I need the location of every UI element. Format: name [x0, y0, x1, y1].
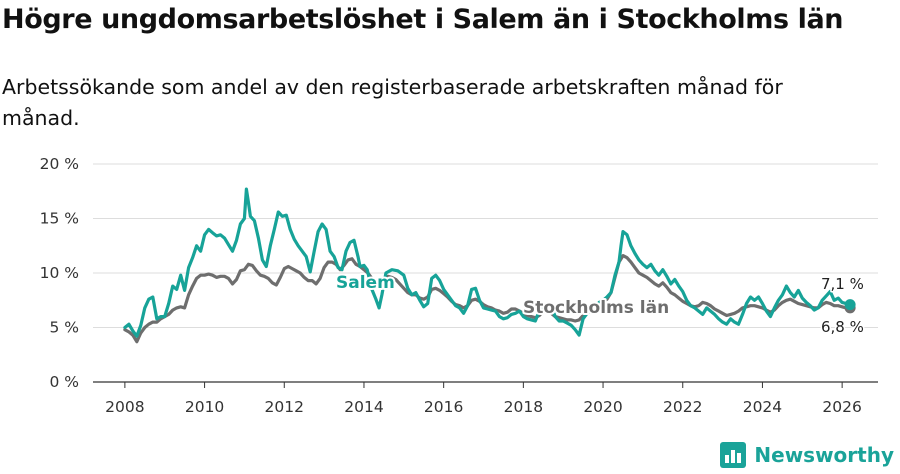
chart-title: Högre ungdomsarbetslöshet i Salem än i S… — [2, 4, 844, 35]
chart-subtitle: Arbetssökande som andel av den registerb… — [2, 75, 783, 130]
x-tick-label: 2008 — [105, 398, 144, 416]
x-axis: 2008 2010 2012 2014 2016 2018 2020 2022 2024 2026 — [105, 382, 862, 416]
newsworthy-icon — [720, 442, 747, 468]
x-tick-label: 2022 — [663, 398, 702, 416]
gridlines — [93, 163, 878, 383]
x-tick-label: 2012 — [265, 398, 304, 416]
x-tick-label: 2018 — [504, 398, 543, 416]
y-tick-label: 20 % — [40, 155, 79, 173]
series-line-salem — [123, 187, 852, 338]
y-axis: 0 % 5 % 10 % 15 % 20 % — [40, 155, 79, 391]
end-marker-salem — [844, 299, 856, 311]
x-tick-label: 2010 — [185, 398, 224, 416]
x-tick-label: 2020 — [583, 398, 622, 416]
brand-logo: Newsworthy — [720, 442, 894, 468]
x-tick-label: 2016 — [424, 398, 463, 416]
series-line-stockholm — [123, 254, 852, 344]
x-tick-label: 2024 — [743, 398, 782, 416]
series-label-salem: Salem — [336, 273, 395, 293]
end-value-stockholm: 6,8 % — [821, 318, 864, 336]
brand-name: Newsworthy — [754, 443, 894, 467]
y-tick-label: 0 % — [49, 373, 79, 391]
x-tick-label: 2026 — [822, 398, 861, 416]
y-tick-label: 10 % — [40, 264, 79, 282]
series-label-stockholm: Stockholms län — [523, 298, 669, 318]
series-lines — [123, 187, 856, 344]
y-tick-label: 5 % — [49, 319, 79, 337]
y-tick-label: 15 % — [40, 210, 79, 228]
series-labels: Salem Stockholms län 7,1 % 6,8 % — [334, 271, 865, 338]
x-tick-label: 2014 — [344, 398, 383, 416]
end-value-salem: 7,1 % — [821, 275, 864, 293]
